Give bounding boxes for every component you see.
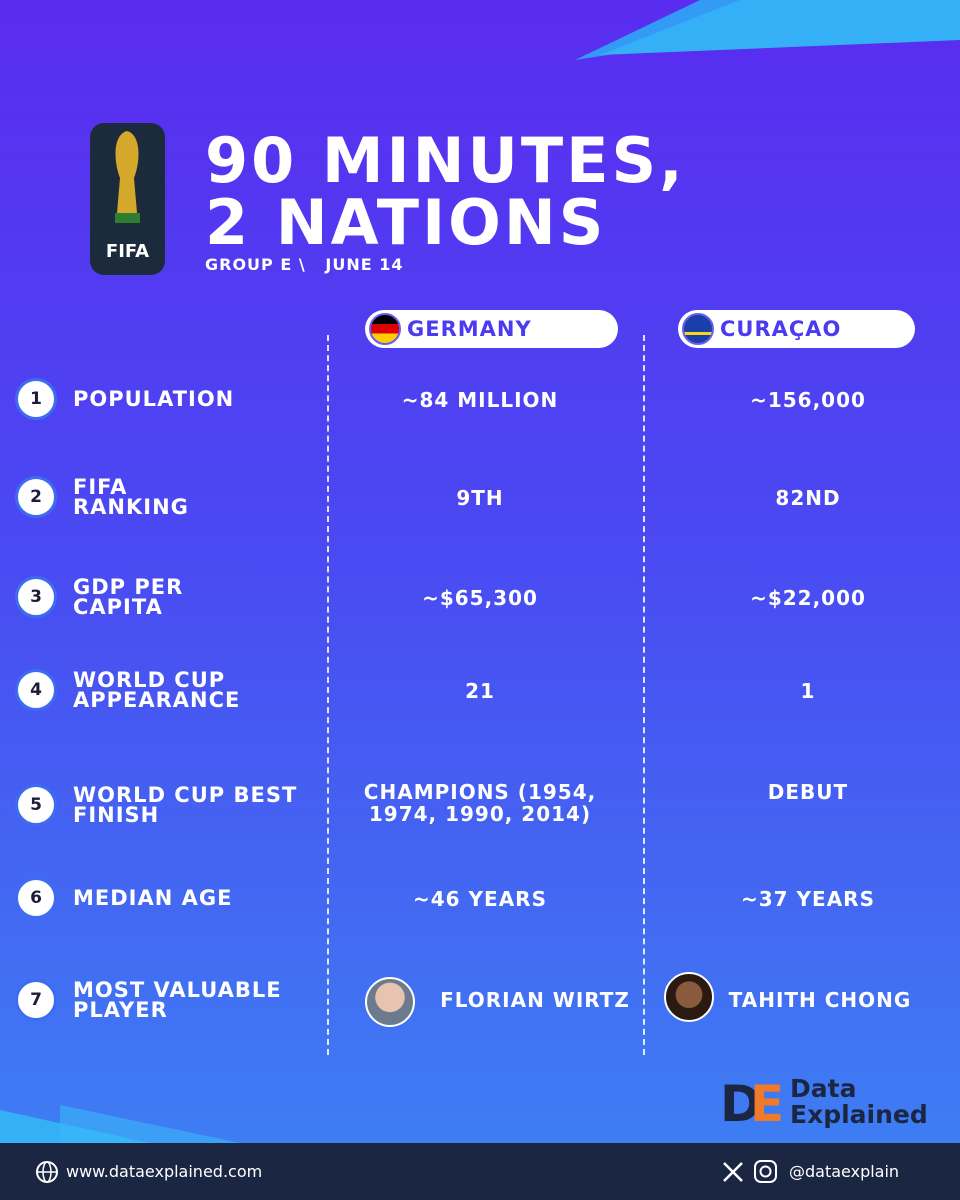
value: 21 <box>465 679 495 703</box>
team-header: CURAÇAO <box>678 310 915 348</box>
row-label: MOST VALUABLE PLAYER <box>73 978 282 1022</box>
row-label: WORLD CUP BEST FINISH <box>73 783 298 827</box>
row-number: 1 <box>15 378 57 420</box>
footer: www.dataexplained.com @dataexplain <box>0 1143 960 1200</box>
value: TAHITH CHONG <box>728 988 912 1012</box>
value: ~84 MILLION <box>401 388 559 412</box>
row-number: 5 <box>15 784 57 826</box>
globe-icon <box>36 1161 58 1183</box>
subtitle: GROUP E \ JUNE 14 <box>205 255 404 274</box>
flag <box>369 313 401 345</box>
title-line: 2 NATIONS <box>205 186 607 259</box>
trophy-icon <box>115 131 140 223</box>
team-header: GERMANY <box>365 310 618 348</box>
x-icon <box>723 1162 743 1182</box>
value: ~$65,300 <box>422 586 538 610</box>
value: 82ND <box>775 486 841 510</box>
row-number: 3 <box>15 576 57 618</box>
divider <box>327 335 329 1055</box>
row-label: POPULATION <box>73 387 235 411</box>
svg-text:D: D <box>720 1075 762 1129</box>
fifa-text: FIFA <box>105 241 150 262</box>
row-number: 7 <box>15 979 57 1021</box>
social-handle: @dataexplain <box>789 1162 900 1181</box>
value: ~156,000 <box>750 388 866 412</box>
value: ~46 YEARS <box>413 887 547 911</box>
value: FLORIAN WIRTZ <box>440 988 630 1012</box>
row-number: 2 <box>15 476 57 518</box>
row-label: FIFA RANKING <box>73 475 189 519</box>
divider <box>643 335 645 1055</box>
row-number: 6 <box>15 877 57 919</box>
row-label: WORLD CUP APPEARANCE <box>73 668 241 712</box>
team-name: CURAÇAO <box>720 317 842 341</box>
team-name: GERMANY <box>407 317 532 341</box>
value: DEBUT <box>767 780 849 804</box>
svg-text:E: E <box>750 1075 784 1129</box>
date: JUNE 14 <box>325 255 404 274</box>
website: www.dataexplained.com <box>66 1162 263 1181</box>
background-shapes <box>0 0 960 1143</box>
value: CHAMPIONS (1954, 1974, 1990, 2014) <box>363 780 597 826</box>
fifa-logo: FIFA <box>90 123 165 275</box>
player-photo <box>664 972 714 1022</box>
value: 1 <box>800 679 816 703</box>
row-number: 4 <box>15 669 57 711</box>
value: 9TH <box>456 486 504 510</box>
player-photo <box>365 977 415 1027</box>
title-line: 90 MINUTES, <box>205 124 686 197</box>
group: GROUP E \ <box>205 255 306 274</box>
instagram-icon <box>754 1160 777 1183</box>
row-label: GDP PER CAPITA <box>73 575 184 619</box>
brand-name: Data Explained <box>790 1074 928 1129</box>
flag <box>682 313 714 345</box>
value: ~37 YEARS <box>741 887 875 911</box>
value: ~$22,000 <box>750 586 866 610</box>
row-label: MEDIAN AGE <box>73 886 233 910</box>
brand-mark: DE <box>720 1075 784 1129</box>
